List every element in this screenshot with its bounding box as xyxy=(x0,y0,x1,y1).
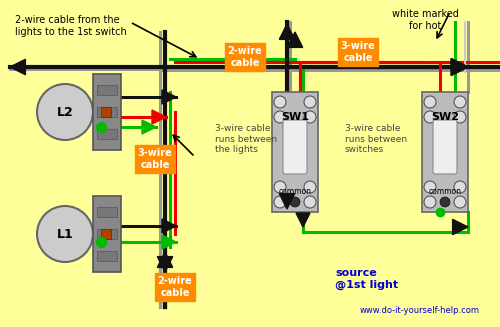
Bar xyxy=(97,207,117,217)
Polygon shape xyxy=(452,219,468,235)
Text: www.do-it-yourself-help.com: www.do-it-yourself-help.com xyxy=(360,306,480,315)
Text: white marked
for hot: white marked for hot xyxy=(392,9,458,31)
Bar xyxy=(101,107,111,117)
Text: 3-wire cable
runs between
the lights: 3-wire cable runs between the lights xyxy=(215,124,277,154)
Text: source
@1st light: source @1st light xyxy=(335,268,398,290)
Polygon shape xyxy=(158,257,172,272)
Polygon shape xyxy=(158,252,172,267)
Polygon shape xyxy=(288,32,302,47)
Circle shape xyxy=(274,111,286,123)
Circle shape xyxy=(304,196,316,208)
Circle shape xyxy=(440,197,450,207)
Bar xyxy=(97,85,117,95)
Polygon shape xyxy=(10,59,26,75)
Circle shape xyxy=(37,206,93,262)
Circle shape xyxy=(454,181,466,193)
Text: 2-wire
cable: 2-wire cable xyxy=(228,46,262,68)
Text: L2: L2 xyxy=(56,106,74,118)
Polygon shape xyxy=(451,59,468,76)
Bar xyxy=(93,74,121,150)
Circle shape xyxy=(424,96,436,108)
Polygon shape xyxy=(162,219,176,233)
Circle shape xyxy=(454,196,466,208)
Text: L1: L1 xyxy=(56,228,74,240)
Polygon shape xyxy=(162,90,176,104)
Text: 2-wire
cable: 2-wire cable xyxy=(158,276,192,298)
Circle shape xyxy=(424,196,436,208)
Bar xyxy=(97,229,117,239)
Circle shape xyxy=(454,96,466,108)
Polygon shape xyxy=(280,194,294,209)
Polygon shape xyxy=(156,285,174,302)
Text: 2-wire cable from the
lights to the 1st switch: 2-wire cable from the lights to the 1st … xyxy=(15,15,127,37)
Polygon shape xyxy=(451,59,468,76)
Circle shape xyxy=(454,111,466,123)
Circle shape xyxy=(37,84,93,140)
Bar xyxy=(97,251,117,261)
Text: 3-wire cable
runs between
switches: 3-wire cable runs between switches xyxy=(345,124,407,154)
Polygon shape xyxy=(296,213,310,227)
Polygon shape xyxy=(162,235,176,249)
Text: 3-wire
cable: 3-wire cable xyxy=(340,41,376,63)
Circle shape xyxy=(304,181,316,193)
Bar xyxy=(97,107,117,117)
Polygon shape xyxy=(152,110,166,124)
Circle shape xyxy=(274,196,286,208)
Text: 3-wire
cable: 3-wire cable xyxy=(138,148,172,170)
Bar xyxy=(97,129,117,139)
Text: SW1: SW1 xyxy=(281,112,309,122)
Bar xyxy=(272,92,318,212)
Circle shape xyxy=(304,96,316,108)
Text: common: common xyxy=(278,187,312,197)
Circle shape xyxy=(424,111,436,123)
FancyBboxPatch shape xyxy=(433,120,457,174)
Bar xyxy=(101,229,111,239)
Text: SW2: SW2 xyxy=(431,112,459,122)
Polygon shape xyxy=(142,120,156,134)
Polygon shape xyxy=(280,24,294,39)
Circle shape xyxy=(274,181,286,193)
Circle shape xyxy=(424,181,436,193)
Circle shape xyxy=(274,96,286,108)
FancyBboxPatch shape xyxy=(283,120,307,174)
Bar xyxy=(422,92,468,212)
Text: common: common xyxy=(428,187,462,197)
Circle shape xyxy=(290,197,300,207)
Circle shape xyxy=(304,111,316,123)
Bar xyxy=(93,196,121,272)
